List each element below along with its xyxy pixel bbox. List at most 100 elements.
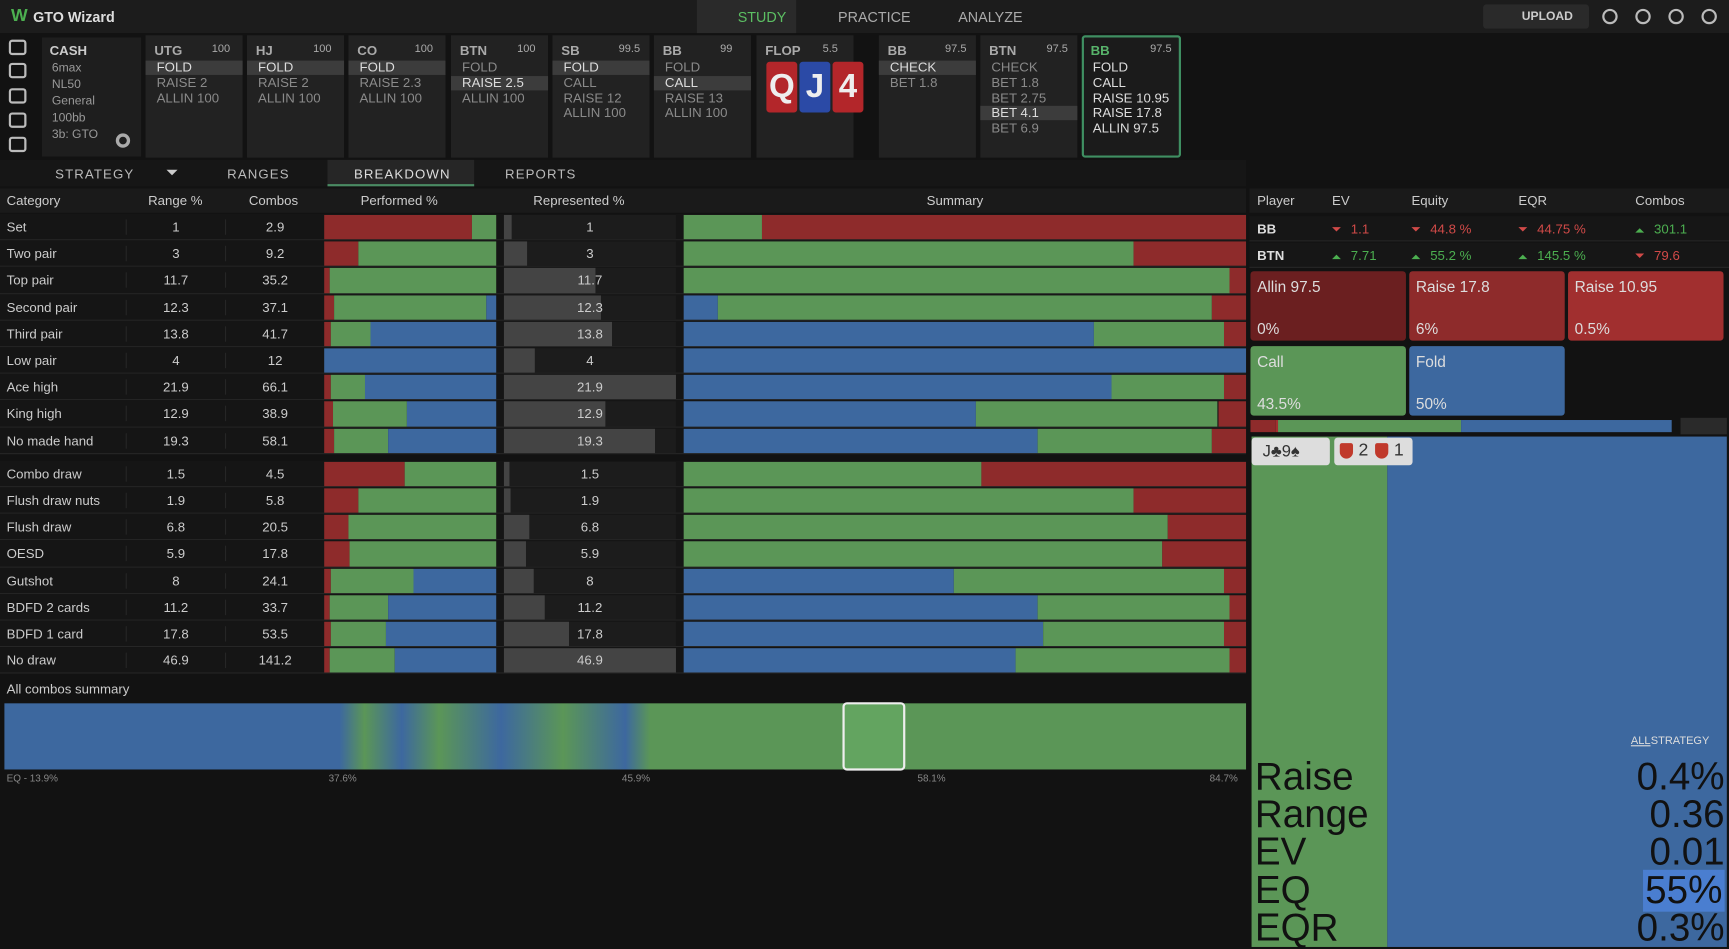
action-name[interactable]: Call bbox=[1257, 352, 1284, 371]
config-gear[interactable] bbox=[115, 133, 131, 148]
selection-box[interactable] bbox=[842, 702, 906, 771]
nav-label[interactable]: STUDY bbox=[737, 8, 787, 26]
action-option[interactable]: ALLIN 100 bbox=[664, 105, 728, 121]
action-option[interactable]: BET 6.9 bbox=[991, 120, 1039, 136]
action-box[interactable] bbox=[1250, 271, 1406, 341]
action-name[interactable]: Fold bbox=[1415, 352, 1446, 371]
header-icon[interactable] bbox=[1701, 8, 1717, 25]
action-box[interactable] bbox=[1409, 271, 1565, 341]
action-box[interactable] bbox=[1568, 271, 1724, 341]
action-option[interactable]: RAISE 2 bbox=[258, 74, 309, 91]
action-option[interactable]: CALL bbox=[563, 74, 597, 91]
action-freq[interactable]: 50% bbox=[1415, 394, 1447, 413]
action-name[interactable]: Raise 10.95 bbox=[1574, 277, 1658, 296]
action-option[interactable]: RAISE 10.95 bbox=[1092, 89, 1170, 106]
performed-segment bbox=[324, 241, 359, 267]
action-option[interactable]: ALLIN 100 bbox=[258, 89, 321, 106]
header-icon[interactable] bbox=[1635, 8, 1651, 25]
action-option[interactable]: FOLD bbox=[359, 59, 395, 75]
header-icon[interactable] bbox=[1602, 8, 1618, 25]
board-card: Q bbox=[766, 61, 798, 113]
action-freq[interactable]: 0% bbox=[1257, 319, 1280, 338]
action-option[interactable]: FOLD bbox=[664, 59, 701, 75]
range-pct: 13.8 bbox=[125, 326, 225, 342]
option-highlight bbox=[348, 60, 446, 75]
tab-label[interactable]: RANGES bbox=[227, 166, 290, 182]
action-freq[interactable]: 6% bbox=[1415, 319, 1439, 338]
action-option[interactable]: BET 4.1 bbox=[991, 105, 1039, 121]
performed-segment bbox=[332, 401, 407, 427]
action-option[interactable]: FOLD bbox=[156, 59, 192, 75]
action-option[interactable]: FOLD bbox=[462, 59, 498, 75]
side-icon[interactable] bbox=[8, 62, 27, 79]
action-option[interactable]: FOLD bbox=[1092, 59, 1129, 75]
action-option[interactable]: FOLD bbox=[563, 59, 599, 75]
action-option[interactable]: CALL bbox=[1092, 74, 1126, 91]
represented-value: 5.9 bbox=[580, 546, 600, 562]
toggle-strategy[interactable]: STRATEGY bbox=[1650, 735, 1710, 748]
upload-button[interactable] bbox=[1483, 4, 1589, 29]
grid-toggle[interactable] bbox=[1680, 417, 1727, 435]
active-tab[interactable] bbox=[327, 159, 475, 187]
action-name[interactable]: Raise 17.8 bbox=[1415, 277, 1490, 296]
action-option[interactable]: ALLIN 100 bbox=[563, 105, 627, 121]
action-column[interactable] bbox=[451, 35, 549, 158]
action-option[interactable]: BET 2.75 bbox=[991, 89, 1047, 106]
nav-label[interactable]: ANALYZE bbox=[958, 8, 1023, 26]
action-box[interactable] bbox=[1250, 346, 1406, 416]
action-option[interactable]: RAISE 2.3 bbox=[359, 74, 422, 91]
action-option[interactable]: RAISE 13 bbox=[664, 89, 724, 106]
action-option[interactable]: RAISE 2.5 bbox=[462, 74, 524, 91]
stack-label: 5.5 bbox=[822, 42, 838, 56]
side-icon[interactable] bbox=[8, 39, 27, 56]
action-column[interactable] bbox=[653, 35, 751, 158]
action-column[interactable] bbox=[980, 35, 1078, 158]
action-name[interactable]: Allin 97.5 bbox=[1257, 277, 1321, 296]
trend-arrow bbox=[1332, 250, 1341, 260]
player-stat: 301.1 bbox=[1654, 221, 1688, 238]
header-icon[interactable] bbox=[1668, 8, 1684, 25]
performed-segment bbox=[329, 268, 497, 293]
action-box[interactable] bbox=[1409, 346, 1565, 416]
action-option[interactable]: RAISE 2 bbox=[156, 74, 208, 91]
action-option[interactable]: ALLIN 100 bbox=[156, 89, 220, 106]
action-option[interactable]: CALL bbox=[664, 74, 699, 91]
tab-dropdown[interactable] bbox=[166, 169, 178, 181]
action-option[interactable]: ALLIN 97.5 bbox=[1092, 120, 1159, 136]
combos: 58.1 bbox=[224, 432, 324, 449]
action-column[interactable] bbox=[348, 35, 446, 158]
action-option[interactable]: CHECK bbox=[991, 59, 1038, 75]
action-column[interactable] bbox=[145, 35, 243, 158]
nav-tab[interactable] bbox=[696, 0, 797, 34]
side-icon[interactable] bbox=[8, 136, 27, 153]
action-option[interactable]: CHECK bbox=[889, 59, 937, 75]
tab-label[interactable]: REPORTS bbox=[505, 166, 577, 182]
side-icon[interactable] bbox=[8, 112, 27, 128]
position-label: BB bbox=[887, 42, 907, 59]
action-option[interactable]: RAISE 17.8 bbox=[1092, 105, 1162, 121]
action-column[interactable] bbox=[878, 35, 976, 158]
action-option[interactable]: ALLIN 100 bbox=[359, 89, 423, 106]
side-icon[interactable] bbox=[8, 88, 27, 104]
action-freq[interactable]: 43.5% bbox=[1257, 394, 1301, 413]
action-freq[interactable]: 0.5% bbox=[1574, 319, 1610, 338]
summary-segment bbox=[1212, 428, 1247, 453]
action-option[interactable]: BET 1.8 bbox=[889, 74, 938, 91]
action-column[interactable] bbox=[247, 35, 345, 158]
stack-label: 100 bbox=[517, 42, 536, 56]
action-option[interactable]: FOLD bbox=[258, 59, 294, 75]
action-option[interactable]: BET 1.8 bbox=[991, 74, 1039, 91]
nav-label[interactable]: PRACTICE bbox=[838, 8, 911, 26]
column-header[interactable]: Category bbox=[6, 192, 61, 209]
action-column[interactable] bbox=[552, 35, 650, 158]
stat-value: 0.01 bbox=[1649, 830, 1725, 874]
toggle-all[interactable]: ALL bbox=[1630, 735, 1651, 748]
action-option[interactable]: RAISE 12 bbox=[563, 89, 622, 106]
tab-label[interactable]: BREAKDOWN bbox=[353, 166, 451, 182]
action-option[interactable]: ALLIN 100 bbox=[462, 89, 525, 106]
action-column[interactable] bbox=[1081, 35, 1181, 158]
tab-label[interactable]: STRATEGY bbox=[55, 166, 135, 182]
upload-label[interactable]: UPLOAD bbox=[1521, 9, 1573, 24]
combos: 24.1 bbox=[224, 572, 324, 589]
summary-segment bbox=[683, 348, 1247, 373]
